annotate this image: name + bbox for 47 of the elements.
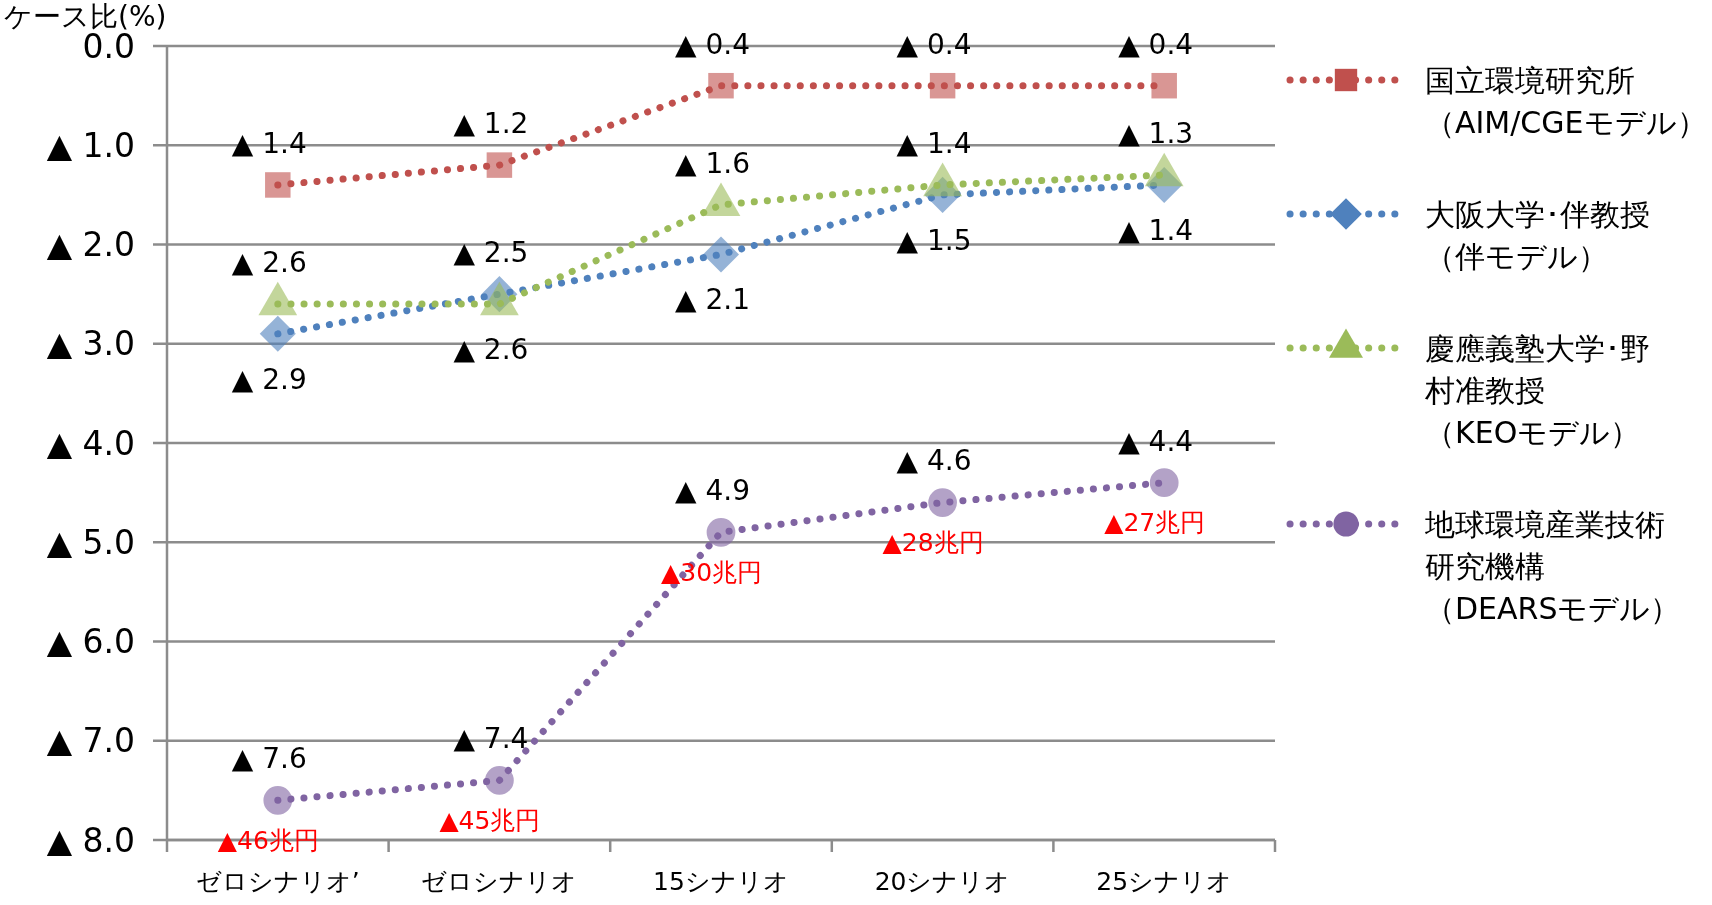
y-tick-label: ▲ 6.0 bbox=[46, 622, 135, 662]
y-tick-label: ▲ 8.0 bbox=[46, 820, 135, 860]
data-label: ▲ 1.4 bbox=[1118, 213, 1194, 247]
data-label: ▲ 0.4 bbox=[675, 27, 750, 61]
legend-label: 地球環境産業技術研究機構（DEARSモデル） bbox=[1424, 506, 1681, 626]
data-label: ▲ 0.4 bbox=[1118, 27, 1194, 61]
data-label: ▲ 2.5 bbox=[453, 235, 529, 269]
data-label: ▲ 1.4 bbox=[231, 126, 307, 160]
data-label: ▲ 2.1 bbox=[675, 283, 750, 317]
data-label: ▲ 7.6 bbox=[231, 742, 307, 776]
data-label: ▲ 2.9 bbox=[231, 362, 307, 396]
x-tick-label: 15シナリオ bbox=[653, 867, 789, 896]
data-label: ▲ 1.4 bbox=[896, 126, 972, 160]
data-label: ▲ 7.4 bbox=[453, 722, 529, 756]
x-tick-label: ゼロシナリオ bbox=[421, 867, 578, 896]
data-label: ▲ 4.6 bbox=[896, 444, 972, 478]
x-tick-label: ゼロシナリオ’ bbox=[195, 867, 360, 896]
data-label: ▲ 0.4 bbox=[896, 27, 972, 61]
point bbox=[259, 315, 296, 352]
y-tick-label: ▲ 1.0 bbox=[46, 125, 135, 165]
point bbox=[263, 785, 293, 815]
x-tick-label: 25シナリオ bbox=[1096, 867, 1233, 896]
point bbox=[1151, 72, 1177, 99]
point bbox=[265, 172, 291, 198]
y-tick-label: ▲ 3.0 bbox=[46, 324, 135, 364]
annotation: ▲45兆円 bbox=[439, 806, 541, 836]
data-label: ▲ 4.9 bbox=[675, 474, 750, 508]
y-tick-label: ▲ 7.0 bbox=[46, 721, 135, 761]
data-label: ▲ 2.6 bbox=[231, 245, 307, 279]
annotation: ▲46兆円 bbox=[217, 826, 319, 856]
data-label: ▲ 1.6 bbox=[675, 146, 750, 180]
data-label: ▲ 4.4 bbox=[1118, 424, 1194, 458]
x-tick-label: 20シナリオ bbox=[874, 867, 1011, 896]
legend-label: 大阪大学･伴教授（伴モデル） bbox=[1425, 196, 1650, 274]
annotation: ▲30兆円 bbox=[661, 558, 763, 588]
data-label: ▲ 1.5 bbox=[896, 223, 972, 257]
legend-label: 慶應義塾大学･野村准教授（KEOモデル） bbox=[1424, 330, 1650, 450]
data-label: ▲ 1.2 bbox=[453, 106, 529, 140]
y-tick-label: ▲ 4.0 bbox=[46, 423, 135, 463]
annotation: ▲27兆円 bbox=[1104, 508, 1206, 538]
data-label: ▲ 2.6 bbox=[453, 332, 529, 366]
y-tick-label: ▲ 5.0 bbox=[46, 522, 135, 562]
y-tick-label: ▲ 2.0 bbox=[46, 225, 135, 265]
point bbox=[1149, 468, 1179, 498]
data-label: ▲ 1.3 bbox=[1118, 116, 1194, 150]
legend-label: 国立環境研究所（AIM/CGEモデル） bbox=[1425, 62, 1707, 140]
annotation: ▲28兆円 bbox=[882, 528, 984, 558]
